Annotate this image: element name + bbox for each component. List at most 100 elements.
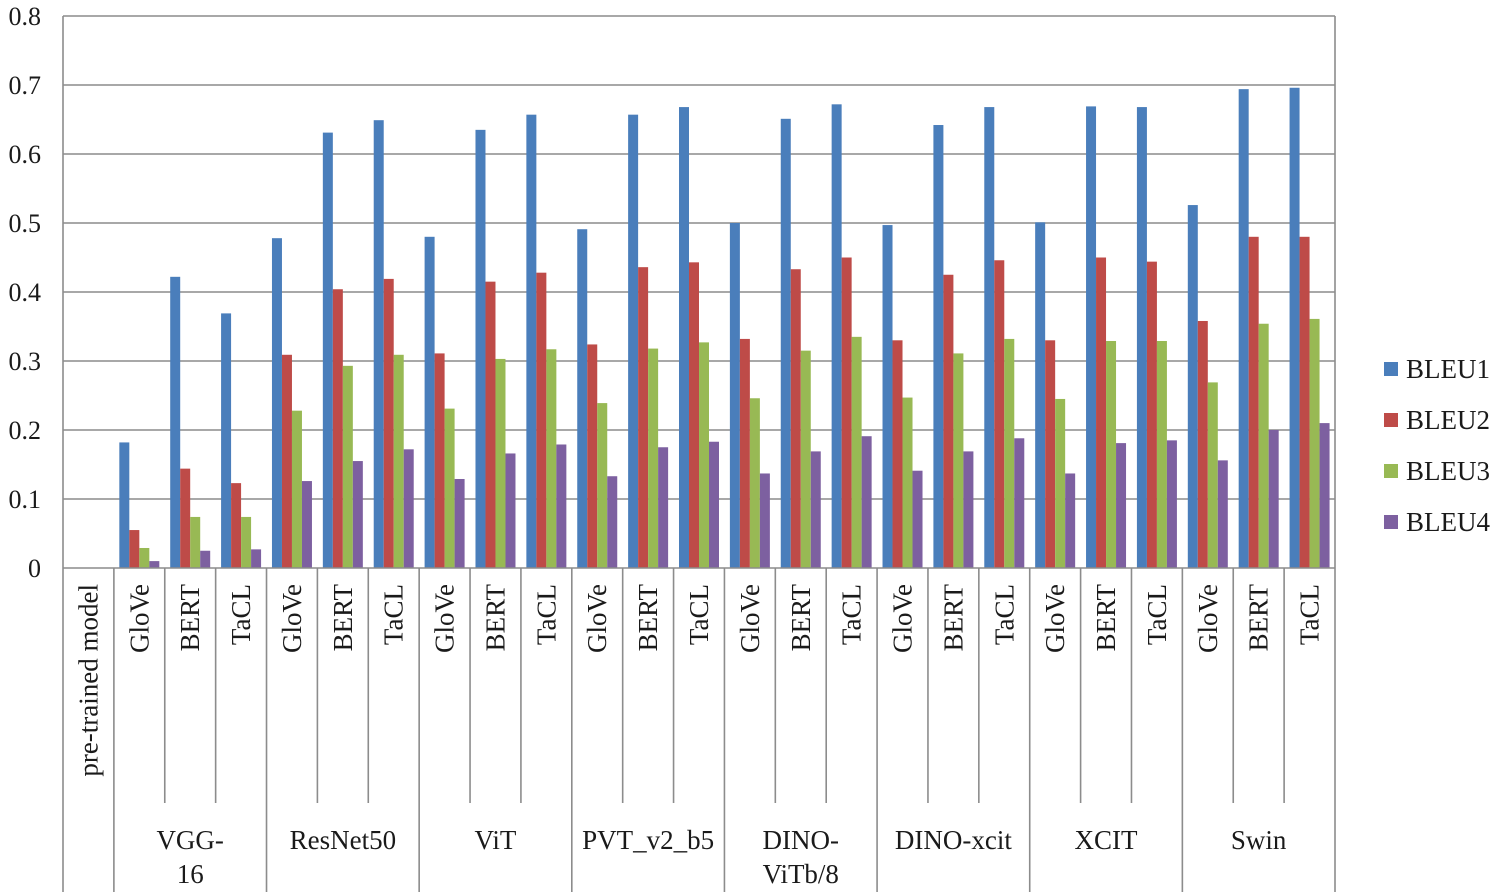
bar-bleu4-17: [963, 451, 974, 568]
bar-bleu4-15: [861, 436, 872, 568]
group-label-8: Swin: [1231, 825, 1287, 855]
bar-bleu4-16: [912, 470, 923, 568]
bar-bleu3-7: [444, 408, 455, 568]
bar-bleu2-11: [638, 267, 649, 568]
bar-bleu1-9: [526, 114, 537, 569]
bar-bleu1-17: [933, 125, 944, 569]
x-tick-label-18: TaCL: [989, 584, 1019, 645]
bar-bleu3-14: [800, 350, 811, 568]
bar-bleu3-11: [648, 348, 659, 568]
bar-bleu3-16: [902, 397, 913, 568]
x-tick-label-19: GloVe: [1040, 584, 1070, 653]
bar-bleu3-20: [1106, 340, 1117, 568]
legend-swatch-bleu4: [1384, 515, 1398, 529]
legend: BLEU1 BLEU2 BLEU3 BLEU4: [1384, 354, 1490, 537]
bar-bleu1-19: [1035, 222, 1046, 568]
bar-bleu1-24: [1289, 87, 1300, 568]
bar-bleu2-18: [994, 260, 1005, 568]
group-label-6: DINO-xcit: [895, 825, 1012, 855]
bar-bleu1-12: [679, 107, 689, 568]
bar-bleu3-9: [546, 349, 557, 568]
bar-bleu3-4: [291, 410, 302, 568]
x-tick-label-1: GloVe: [124, 584, 154, 653]
bar-bleu1-13: [729, 223, 740, 568]
bar-bleu4-2: [200, 550, 211, 568]
bar-bleu1-2: [170, 276, 181, 568]
x-tick-label-24: TaCL: [1295, 584, 1325, 645]
bar-bleu4-18: [1014, 438, 1025, 568]
x-tick-label-23: BERT: [1244, 584, 1274, 652]
bar-bleu2-15: [841, 257, 852, 568]
x-tick-label-12: TaCL: [684, 584, 714, 645]
bar-bleu2-6: [383, 278, 394, 568]
bar-bleu4-24: [1319, 423, 1330, 568]
bar-bleu4-5: [352, 461, 363, 568]
bar-bleu4-13: [759, 473, 770, 568]
x-tick-label-15: TaCL: [837, 584, 867, 645]
x-tick-label-0: pre-trained model: [73, 584, 103, 777]
bar-bleu1-18: [984, 107, 995, 568]
bars: [119, 87, 1330, 569]
bar-bleu4-20: [1116, 443, 1127, 568]
x-tick-label-11: BERT: [633, 584, 663, 652]
bar-bleu2-19: [1045, 340, 1056, 568]
legend-label-bleu1: BLEU1: [1406, 354, 1490, 384]
bar-bleu4-19: [1065, 473, 1076, 568]
group-label-1: VGG- 16: [156, 825, 224, 889]
legend-label-bleu2: BLEU2: [1406, 405, 1490, 435]
bar-bleu3-17: [953, 353, 964, 568]
group-label-line: DINO-xcit: [895, 825, 1012, 855]
bar-bleu3-12: [699, 342, 709, 568]
bar-bleu2-3: [231, 483, 242, 568]
bar-bleu1-20: [1086, 106, 1097, 568]
bar-bleu3-1: [139, 547, 150, 568]
bar-bleu2-16: [892, 340, 903, 568]
y-tick-label-0.2: 0.2: [9, 416, 42, 445]
y-tick-label-0: 0: [28, 554, 41, 583]
group-label-3: ViT: [475, 825, 517, 855]
bar-bleu4-14: [810, 451, 821, 568]
bar-bleu2-8: [485, 281, 496, 568]
bar-bleu2-14: [790, 269, 801, 568]
x-tick-label-16: GloVe: [888, 584, 918, 653]
bar-bleu3-5: [342, 365, 353, 568]
bar-bleu3-8: [495, 358, 506, 568]
x-tick-label-8: BERT: [480, 584, 510, 652]
group-label-line: ViTb/8: [763, 859, 839, 889]
bar-bleu3-19: [1055, 398, 1066, 568]
axes: [62, 16, 1336, 892]
bar-bleu4-3: [251, 549, 262, 568]
group-label-line: DINO-: [763, 825, 839, 855]
bar-bleu1-10: [577, 229, 588, 568]
x-tick-label-3: TaCL: [226, 584, 256, 645]
bar-bleu4-8: [505, 453, 516, 568]
bar-bleu1-23: [1238, 89, 1249, 568]
bar-bleu4-9: [556, 444, 567, 568]
bar-bleu1-11: [628, 114, 639, 569]
bar-bleu2-4: [281, 354, 292, 568]
legend-swatch-bleu2: [1384, 413, 1398, 427]
bar-bleu2-22: [1197, 320, 1208, 568]
bar-bleu2-2: [180, 468, 191, 568]
bar-bleu3-22: [1207, 382, 1218, 568]
legend-label-bleu3: BLEU3: [1406, 456, 1490, 486]
bar-bleu1-3: [221, 313, 232, 568]
group-label-5: DINO- ViTb/8: [763, 825, 839, 889]
x-tick-label-7: GloVe: [430, 584, 460, 653]
bar-bleu1-1: [119, 442, 130, 568]
bar-bleu2-21: [1146, 261, 1157, 568]
x-tick-label-6: TaCL: [379, 584, 409, 645]
bar-bleu4-23: [1268, 430, 1279, 568]
group-label-line: VGG-: [156, 825, 224, 855]
bar-bleu1-15: [831, 104, 842, 568]
bar-bleu2-24: [1299, 236, 1310, 569]
y-tick-label-0.1: 0.1: [9, 485, 42, 514]
x-tick-label-22: GloVe: [1193, 584, 1223, 653]
bar-bleu4-4: [301, 481, 312, 568]
group-label-7: XCIT: [1075, 825, 1138, 855]
group-label-line: PVT_v2_b5: [582, 825, 714, 855]
bar-bleu4-21: [1166, 440, 1177, 568]
bar-bleu3-23: [1258, 323, 1269, 568]
x-tick-label-5: BERT: [328, 584, 358, 652]
y-tick-label-0.5: 0.5: [9, 209, 42, 238]
